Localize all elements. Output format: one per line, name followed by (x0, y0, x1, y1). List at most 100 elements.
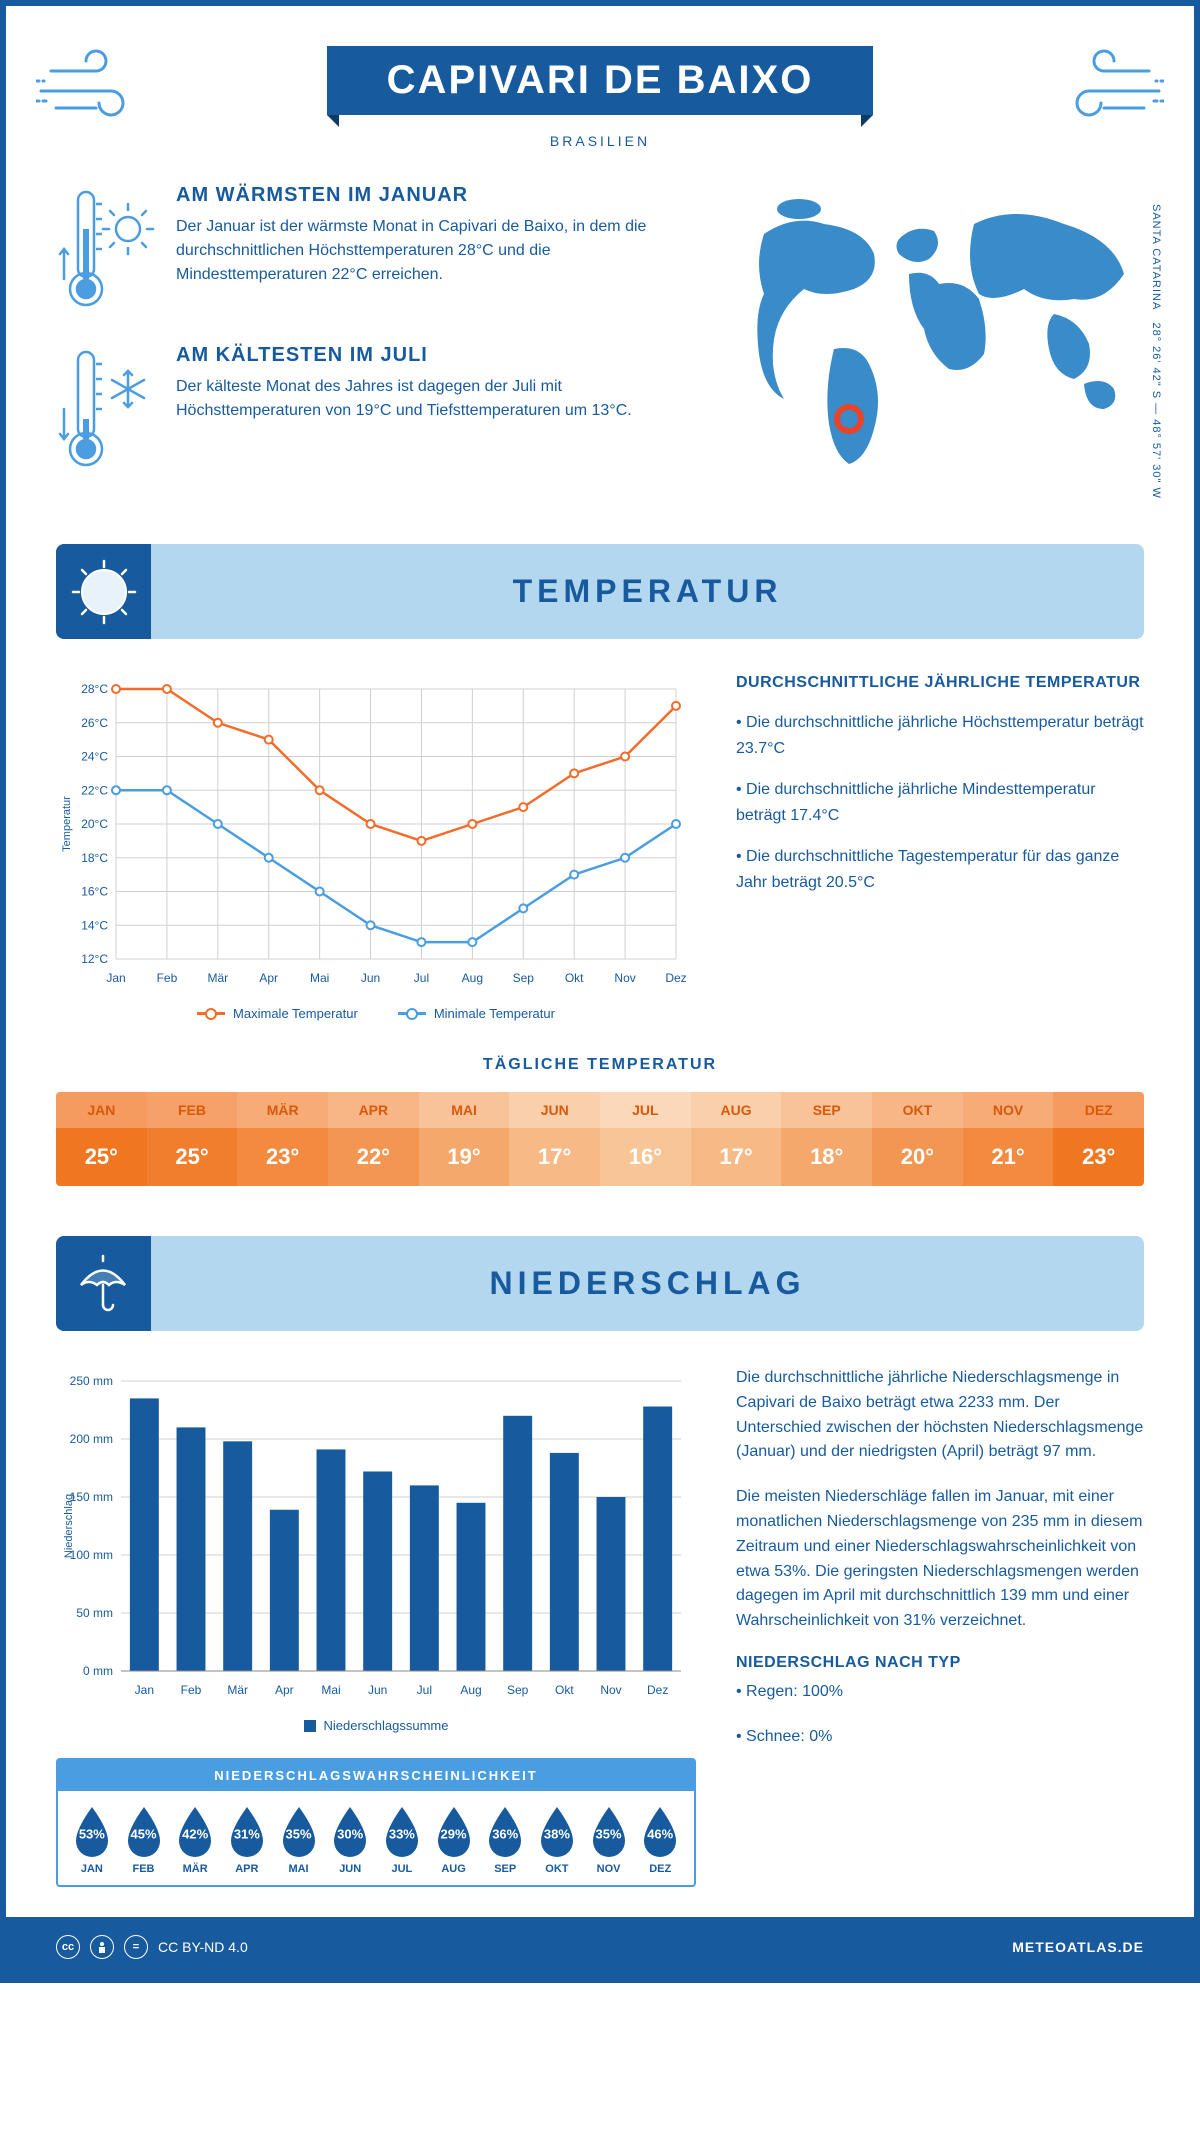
daily-temp-value: 22° (328, 1128, 419, 1186)
world-map-icon (714, 184, 1144, 464)
svg-text:250 mm: 250 mm (70, 1374, 113, 1388)
precipitation-bar-chart: 0 mm50 mm100 mm150 mm200 mm250 mmNieders… (56, 1366, 696, 1706)
precip-paragraph-2: Die meisten Niederschläge fallen im Janu… (736, 1485, 1144, 1634)
daily-temp-value: 18° (781, 1128, 872, 1186)
svg-text:Jul: Jul (417, 1683, 432, 1697)
probability-value: 53% (79, 1826, 105, 1841)
raindrop-icon: 33% (380, 1805, 424, 1857)
svg-text:50 mm: 50 mm (76, 1606, 113, 1620)
daily-temperature-table: JAN25°FEB25°MÄR23°APR22°MAI19°JUN17°JUL1… (56, 1092, 1144, 1186)
precipitation-probability-box: NIEDERSCHLAGSWAHRSCHEINLICHKEIT 53% JAN … (56, 1758, 696, 1887)
world-map-block: SANTA CATARINA 28° 26' 42" S — 48° 57' 3… (714, 184, 1144, 504)
daily-temp-value: 20° (872, 1128, 963, 1186)
coldest-text: Der kälteste Monat des Jahres ist dagege… (176, 375, 684, 423)
probability-value: 45% (130, 1826, 156, 1841)
probability-value: 29% (441, 1826, 467, 1841)
thermometer-hot-icon (56, 184, 156, 314)
daily-column: DEZ23° (1053, 1092, 1144, 1186)
probability-month: MÄR (169, 1863, 221, 1875)
precip-type-line: • Schnee: 0% (736, 1725, 1144, 1750)
precip-paragraph-1: Die durchschnittliche jährliche Niedersc… (736, 1366, 1144, 1465)
svg-text:16°C: 16°C (81, 885, 108, 899)
temperature-legend: .legend-swatch:nth-child(1)::after{borde… (56, 1006, 696, 1021)
header: CAPIVARI DE BAIXO BRASILIEN (56, 46, 1144, 149)
thermometer-cold-icon (56, 344, 156, 474)
svg-text:Dez: Dez (647, 1683, 668, 1697)
raindrop-icon: 31% (225, 1805, 269, 1857)
probability-month: JUN (324, 1863, 376, 1875)
daily-column: MÄR23° (237, 1092, 328, 1186)
daily-column: AUG17° (691, 1092, 782, 1186)
probability-month: JUL (376, 1863, 428, 1875)
daily-column: JAN25° (56, 1092, 147, 1186)
svg-text:Feb: Feb (157, 971, 178, 985)
probability-column: 29% AUG (428, 1805, 480, 1875)
svg-text:Sep: Sep (507, 1683, 529, 1697)
raindrop-icon: 35% (587, 1805, 631, 1857)
probability-month: DEZ (634, 1863, 686, 1875)
temp-facts-heading: DURCHSCHNITTLICHE JÄHRLICHE TEMPERATUR (736, 674, 1144, 692)
temperature-section-header: TEMPERATUR (56, 544, 1144, 639)
daily-temp-value: 16° (600, 1128, 691, 1186)
daily-month-label: MÄR (237, 1092, 328, 1128)
daily-column: JUL16° (600, 1092, 691, 1186)
probability-column: 30% JUN (324, 1805, 376, 1875)
svg-text:100 mm: 100 mm (70, 1548, 113, 1562)
probability-heading: NIEDERSCHLAGSWAHRSCHEINLICHKEIT (58, 1760, 694, 1791)
svg-text:28°C: 28°C (81, 682, 108, 696)
daily-month-label: APR (328, 1092, 419, 1128)
raindrop-icon: 36% (483, 1805, 527, 1857)
coordinates: SANTA CATARINA 28° 26' 42" S — 48° 57' 3… (1150, 204, 1162, 499)
raindrop-icon: 53% (70, 1805, 114, 1857)
svg-text:Jan: Jan (135, 1683, 154, 1697)
coldest-title: AM KÄLTESTEN IM JULI (176, 344, 684, 367)
probability-month: OKT (531, 1863, 583, 1875)
daily-column: JUN17° (509, 1092, 600, 1186)
svg-text:22°C: 22°C (81, 783, 108, 797)
intro-section: AM WÄRMSTEN IM JANUAR Der Januar ist der… (56, 184, 1144, 504)
probability-month: APR (221, 1863, 273, 1875)
probability-value: 30% (337, 1826, 363, 1841)
probability-value: 31% (234, 1826, 260, 1841)
daily-month-label: OKT (872, 1092, 963, 1128)
svg-text:Nov: Nov (614, 971, 635, 985)
precip-type-heading: NIEDERSCHLAG NACH TYP (736, 1654, 1144, 1672)
daily-month-label: JAN (56, 1092, 147, 1128)
sun-icon (69, 557, 139, 627)
svg-text:150 mm: 150 mm (70, 1490, 113, 1504)
probability-month: JAN (66, 1863, 118, 1875)
daily-month-label: MAI (419, 1092, 510, 1128)
daily-temp-value: 17° (691, 1128, 782, 1186)
probability-value: 35% (596, 1826, 622, 1841)
svg-text:Jun: Jun (368, 1683, 387, 1697)
daily-temp-value: 25° (147, 1128, 238, 1186)
temp-fact-line: • Die durchschnittliche Tagestemperatur … (736, 844, 1144, 895)
daily-column: APR22° (328, 1092, 419, 1186)
svg-text:12°C: 12°C (81, 952, 108, 966)
probability-column: 45% FEB (118, 1805, 170, 1875)
warmest-text: Der Januar ist der wärmste Monat in Capi… (176, 215, 684, 287)
probability-value: 35% (286, 1826, 312, 1841)
site-name: METEOATLAS.DE (1012, 1939, 1144, 1955)
probability-column: 42% MÄR (169, 1805, 221, 1875)
daily-column: MAI19° (419, 1092, 510, 1186)
daily-temp-value: 19° (419, 1128, 510, 1186)
footer: cc = CC BY-ND 4.0 METEOATLAS.DE (6, 1917, 1194, 1977)
daily-temp-value: 25° (56, 1128, 147, 1186)
daily-column: OKT20° (872, 1092, 963, 1186)
svg-text:Mär: Mär (227, 1683, 248, 1697)
svg-text:Okt: Okt (555, 1683, 574, 1697)
warmest-title: AM WÄRMSTEN IM JANUAR (176, 184, 684, 207)
svg-text:Aug: Aug (462, 971, 483, 985)
probability-value: 42% (182, 1826, 208, 1841)
probability-column: 35% NOV (583, 1805, 635, 1875)
cc-icon: cc (56, 1935, 80, 1959)
daily-month-label: JUL (600, 1092, 691, 1128)
svg-text:20°C: 20°C (81, 817, 108, 831)
svg-text:Jun: Jun (361, 971, 380, 985)
daily-temp-value: 21° (963, 1128, 1054, 1186)
precipitation-legend: Niederschlagssumme (56, 1718, 696, 1733)
temperature-facts: DURCHSCHNITTLICHE JÄHRLICHE TEMPERATUR •… (736, 674, 1144, 1021)
svg-text:Nov: Nov (600, 1683, 621, 1697)
city-title: CAPIVARI DE BAIXO (327, 46, 874, 115)
